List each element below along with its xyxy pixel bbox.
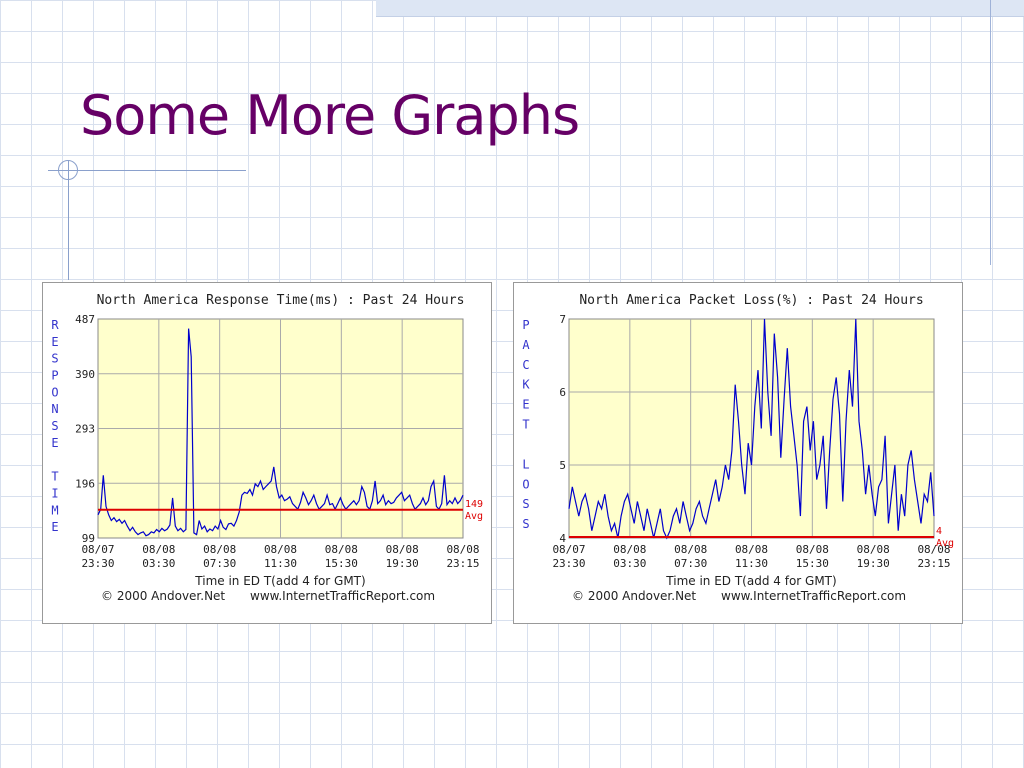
y-axis-label-letter: S (522, 497, 529, 511)
copyright-text: © 2000 Andover.Net (572, 589, 696, 603)
y-axis-label-letter: E (51, 436, 58, 450)
y-tick-label: 5 (559, 459, 566, 472)
y-axis-label-letter: O (51, 385, 58, 399)
x-tick-time: 07:30 (674, 557, 707, 570)
x-tick-date: 08/08 (264, 543, 297, 556)
slide-title: Some More Graphs (80, 84, 580, 147)
y-axis-label-letter: P (522, 318, 529, 332)
x-tick-time: 23:15 (446, 557, 479, 570)
x-tick-time: 23:30 (81, 557, 114, 570)
x-tick-time: 19:30 (386, 557, 419, 570)
y-axis-label-letter: L (522, 457, 529, 471)
x-tick-time: 23:30 (552, 557, 585, 570)
decorative-horizontal-line (48, 170, 246, 171)
x-tick-time: 03:30 (142, 557, 175, 570)
y-axis-label-letter: E (522, 398, 529, 412)
y-axis-label-letter: P (51, 369, 58, 383)
y-axis-label-letter: O (522, 477, 529, 491)
x-tick-time: 19:30 (857, 557, 890, 570)
average-value-label: 149 (465, 499, 483, 510)
x-tick-time: 07:30 (203, 557, 236, 570)
y-axis-label-letter: M (51, 503, 58, 517)
y-axis-label-letter: R (51, 318, 59, 332)
x-tick-time: 15:30 (325, 557, 358, 570)
y-axis-label-letter: A (522, 338, 530, 352)
copyright-text: © 2000 Andover.Net (101, 589, 225, 603)
y-tick-label: 196 (75, 477, 95, 490)
x-tick-date: 08/08 (203, 543, 236, 556)
x-tick-date: 08/08 (613, 543, 646, 556)
x-tick-date: 08/08 (857, 543, 890, 556)
y-axis-label-letter: I (51, 486, 58, 500)
x-tick-date: 08/07 (81, 543, 114, 556)
x-tick-date: 08/08 (917, 543, 950, 556)
y-axis-label-letter: C (522, 358, 529, 372)
packet-loss-chart: North America Packet Loss(%) : Past 24 H… (513, 282, 963, 624)
response-time-chart-svg: North America Response Time(ms) : Past 2… (51, 293, 483, 603)
y-axis-label-letter: T (51, 470, 58, 484)
source-url-text: www.InternetTrafficReport.com (250, 589, 435, 603)
y-tick-label: 6 (559, 386, 566, 399)
average-label: Avg (465, 511, 483, 522)
x-axis-label: Time in ED T(add 4 for GMT) (194, 574, 365, 588)
x-tick-date: 08/08 (674, 543, 707, 556)
y-axis-label-letter: K (522, 378, 530, 392)
y-tick-label: 4 (559, 532, 566, 545)
y-tick-label: 99 (82, 532, 95, 545)
y-axis-label-letter: S (522, 517, 529, 531)
series-line (568, 318, 935, 540)
decorative-top-bar (376, 0, 1024, 17)
y-tick-label: 7 (559, 313, 566, 326)
x-tick-date: 08/08 (142, 543, 175, 556)
packet-loss-chart-svg: North America Packet Loss(%) : Past 24 H… (522, 293, 954, 603)
average-value-label: 4 (936, 526, 942, 537)
y-axis-label-letter: E (51, 520, 58, 534)
response-time-chart: North America Response Time(ms) : Past 2… (42, 282, 492, 624)
y-axis-label-letter: S (51, 419, 58, 433)
decorative-vertical-line-left (68, 160, 69, 280)
x-tick-time: 03:30 (613, 557, 646, 570)
x-tick-time: 11:30 (264, 557, 297, 570)
x-tick-date: 08/08 (735, 543, 768, 556)
x-tick-date: 08/08 (386, 543, 419, 556)
chart-title: North America Response Time(ms) : Past 2… (97, 293, 465, 308)
y-axis-label-letter: S (51, 352, 58, 366)
x-tick-time: 23:15 (917, 557, 950, 570)
y-axis-label-letter: T (522, 418, 529, 432)
y-axis-label-letter: N (51, 402, 58, 416)
x-tick-date: 08/08 (325, 543, 358, 556)
y-tick-label: 390 (75, 368, 95, 381)
x-tick-time: 15:30 (796, 557, 829, 570)
source-url-text: www.InternetTrafficReport.com (721, 589, 906, 603)
y-tick-label: 487 (75, 313, 95, 326)
x-tick-time: 11:30 (735, 557, 768, 570)
x-tick-date: 08/08 (446, 543, 479, 556)
series-line (97, 328, 464, 537)
chart-title: North America Packet Loss(%) : Past 24 H… (579, 293, 923, 308)
x-axis-label: Time in ED T(add 4 for GMT) (665, 574, 836, 588)
y-axis-label-letter: E (51, 335, 58, 349)
x-tick-date: 08/07 (552, 543, 585, 556)
x-tick-date: 08/08 (796, 543, 829, 556)
decorative-vertical-line (990, 0, 991, 265)
y-tick-label: 293 (75, 423, 95, 436)
decorative-circle (58, 160, 78, 180)
average-label: Avg (936, 538, 954, 549)
